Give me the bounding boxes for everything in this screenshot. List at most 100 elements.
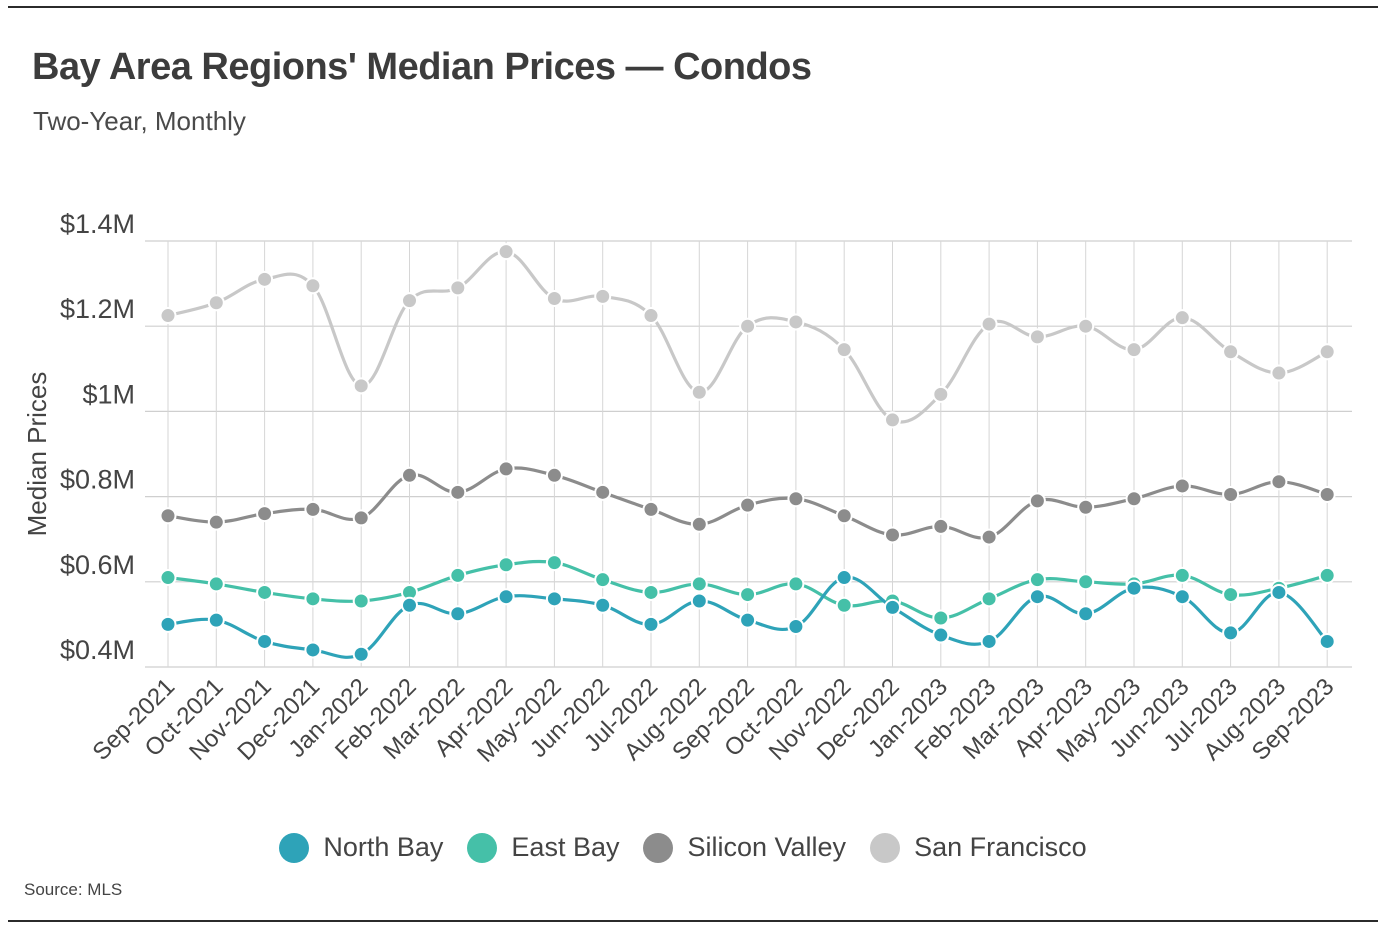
data-point-silicon-valley — [787, 490, 805, 508]
y-axis-label: Median Prices — [22, 372, 52, 537]
data-point-east-bay — [980, 590, 998, 608]
bottom-rule — [8, 920, 1378, 922]
data-point-san-francisco — [980, 315, 998, 333]
data-point-san-francisco — [594, 287, 612, 305]
data-point-san-francisco — [159, 307, 177, 325]
data-point-silicon-valley — [497, 460, 515, 478]
data-point-silicon-valley — [884, 526, 901, 544]
data-point-east-bay — [1318, 566, 1336, 584]
chart-title: Bay Area Regions' Median Prices — Condos — [32, 46, 812, 88]
y-tick-label: $0.8M — [60, 465, 135, 495]
data-point-silicon-valley — [1125, 490, 1143, 508]
data-point-san-francisco — [1028, 328, 1046, 346]
data-point-san-francisco — [1318, 343, 1336, 361]
data-point-san-francisco — [497, 243, 515, 261]
legend-swatch-silicon-valley — [643, 832, 674, 863]
data-point-north-bay — [449, 605, 467, 623]
data-point-east-bay — [497, 556, 515, 574]
chart-subtitle: Two-Year, Monthly — [33, 106, 246, 136]
data-point-north-bay — [884, 598, 901, 616]
data-point-san-francisco — [1173, 309, 1191, 327]
data-point-silicon-valley — [739, 496, 757, 514]
y-tick-label: $0.6M — [60, 550, 135, 580]
data-point-north-bay — [835, 569, 853, 587]
legend-item-san-francisco: San Francisco — [870, 832, 1087, 863]
data-point-north-bay — [401, 596, 418, 614]
data-point-north-bay — [207, 611, 225, 629]
data-point-san-francisco — [1125, 341, 1143, 359]
data-point-san-francisco — [1222, 343, 1240, 361]
data-point-silicon-valley — [1270, 473, 1288, 491]
data-point-silicon-valley — [980, 528, 998, 546]
data-point-north-bay — [932, 626, 950, 644]
data-point-silicon-valley — [256, 505, 274, 523]
legend-label: East Bay — [511, 832, 620, 862]
data-point-east-bay — [207, 575, 225, 593]
data-point-east-bay — [835, 596, 853, 614]
data-point-east-bay — [1077, 573, 1095, 591]
data-point-east-bay — [1173, 566, 1191, 584]
data-point-north-bay — [1318, 632, 1336, 650]
data-point-north-bay — [304, 641, 322, 659]
data-point-silicon-valley — [545, 466, 563, 484]
data-point-east-bay — [449, 566, 467, 584]
data-point-san-francisco — [545, 290, 563, 308]
data-point-san-francisco — [739, 317, 757, 335]
data-point-san-francisco — [690, 383, 708, 401]
legend-label: San Francisco — [914, 832, 1087, 862]
legend-item-silicon-valley: Silicon Valley — [643, 832, 846, 863]
data-point-north-bay — [642, 615, 660, 633]
legend: North Bay East Bay Silicon Valley San Fr… — [0, 832, 1366, 863]
data-point-north-bay — [497, 588, 515, 606]
legend-item-north-bay: North Bay — [279, 832, 443, 863]
data-point-north-bay — [739, 611, 757, 629]
data-point-north-bay — [352, 645, 370, 663]
data-point-north-bay — [1270, 583, 1288, 601]
data-point-san-francisco — [401, 292, 418, 310]
data-point-san-francisco — [449, 279, 467, 297]
legend-swatch-east-bay — [467, 832, 498, 863]
data-point-silicon-valley — [1318, 485, 1336, 503]
data-point-north-bay — [159, 615, 177, 633]
data-point-san-francisco — [884, 411, 901, 429]
data-point-san-francisco — [352, 377, 370, 395]
data-point-san-francisco — [304, 277, 322, 295]
data-point-san-francisco — [207, 294, 225, 312]
legend-item-east-bay: East Bay — [467, 832, 619, 863]
data-point-north-bay — [1125, 579, 1143, 597]
data-point-north-bay — [1028, 588, 1046, 606]
data-point-east-bay — [932, 609, 950, 627]
data-point-north-bay — [545, 590, 563, 608]
data-point-east-bay — [352, 592, 370, 610]
data-point-san-francisco — [932, 385, 950, 403]
data-point-san-francisco — [256, 270, 274, 288]
data-point-silicon-valley — [932, 517, 950, 535]
data-point-silicon-valley — [1077, 498, 1095, 516]
y-tick-label: $1.2M — [60, 294, 135, 324]
data-point-san-francisco — [642, 307, 660, 325]
legend-swatch-north-bay — [279, 832, 310, 863]
data-point-east-bay — [1222, 586, 1240, 604]
data-point-north-bay — [594, 596, 612, 614]
data-point-silicon-valley — [594, 483, 612, 501]
data-point-east-bay — [304, 590, 322, 608]
data-point-east-bay — [594, 571, 612, 589]
data-point-san-francisco — [835, 341, 853, 359]
data-point-silicon-valley — [1222, 485, 1240, 503]
data-point-silicon-valley — [449, 483, 467, 501]
data-point-san-francisco — [1077, 317, 1095, 335]
data-point-east-bay — [256, 583, 274, 601]
data-point-east-bay — [545, 554, 563, 572]
data-point-north-bay — [690, 592, 708, 610]
legend-label: Silicon Valley — [687, 832, 847, 862]
data-point-east-bay — [159, 569, 177, 587]
data-point-silicon-valley — [401, 466, 418, 484]
data-point-north-bay — [1173, 588, 1191, 606]
data-point-silicon-valley — [690, 515, 708, 533]
data-point-east-bay — [642, 583, 660, 601]
data-point-silicon-valley — [835, 507, 853, 525]
data-point-silicon-valley — [159, 507, 177, 525]
data-point-north-bay — [787, 618, 805, 636]
y-tick-label: $1.4M — [60, 209, 135, 239]
data-point-silicon-valley — [1028, 492, 1046, 510]
